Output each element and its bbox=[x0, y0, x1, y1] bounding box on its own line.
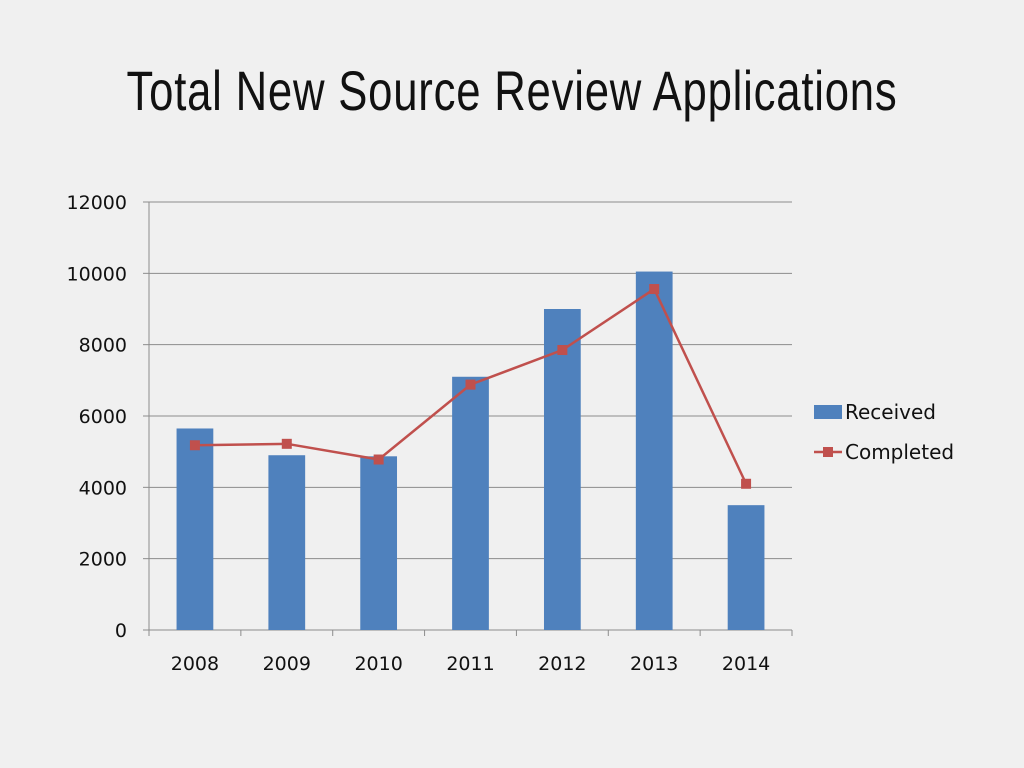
x-tick-label: 2008 bbox=[171, 653, 219, 675]
x-tick-label: 2009 bbox=[263, 653, 311, 675]
y-tick-label: 0 bbox=[115, 620, 127, 642]
slide-title: Total New Source Review Applications bbox=[126, 59, 898, 122]
completed-point bbox=[281, 438, 292, 449]
received-bar bbox=[176, 428, 214, 630]
received-bar bbox=[268, 455, 306, 630]
legend: Received Completed bbox=[814, 400, 954, 464]
received-bar bbox=[727, 505, 765, 630]
received-bar bbox=[360, 456, 398, 630]
completed-point bbox=[189, 440, 200, 451]
y-tick-label: 10000 bbox=[67, 263, 127, 285]
legend-received-swatch bbox=[814, 405, 842, 419]
legend-completed-marker bbox=[823, 447, 833, 457]
completed-point bbox=[465, 379, 476, 390]
completed-point bbox=[557, 345, 568, 356]
tick-labels: 0 2000 4000 6000 8000 10000 12000 2008 2009 2010 2… bbox=[67, 192, 771, 675]
received-bars bbox=[176, 271, 765, 630]
completed-point bbox=[649, 284, 660, 295]
received-bar bbox=[635, 271, 673, 630]
y-tick-label: 8000 bbox=[79, 335, 127, 357]
completed-line bbox=[189, 284, 752, 489]
completed-point bbox=[741, 478, 752, 489]
legend-received-label: Received bbox=[845, 400, 936, 424]
y-tick-label: 12000 bbox=[67, 192, 127, 214]
legend-completed-label: Completed bbox=[845, 440, 954, 464]
y-tick-label: 2000 bbox=[79, 549, 127, 571]
x-tick-label: 2010 bbox=[354, 653, 402, 675]
received-bar bbox=[543, 309, 581, 630]
y-tick-label: 6000 bbox=[79, 406, 127, 428]
completed-point bbox=[373, 454, 384, 465]
x-tick-label: 2012 bbox=[538, 653, 586, 675]
x-tick-label: 2014 bbox=[722, 653, 770, 675]
x-tick-label: 2011 bbox=[446, 653, 494, 675]
received-bar bbox=[452, 376, 489, 630]
x-tick-label: 2013 bbox=[630, 653, 678, 675]
y-tick-label: 4000 bbox=[79, 477, 127, 499]
